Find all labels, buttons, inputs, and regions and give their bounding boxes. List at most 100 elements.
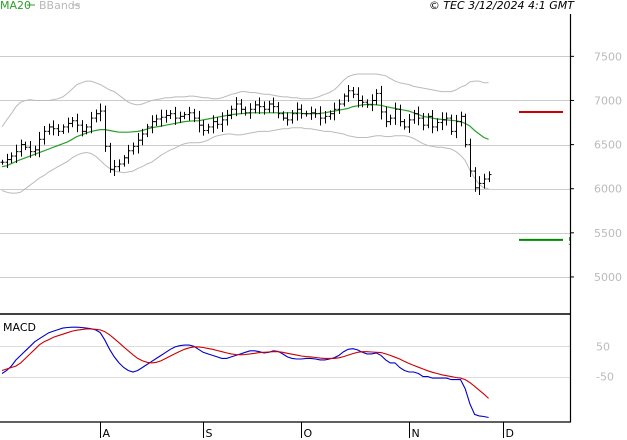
ohlc-bar-99 [463,113,468,148]
legend-ma20: MA20 [0,0,31,12]
ohlc-bar-85 [398,104,403,127]
ohlc-bar-37 [173,106,178,125]
ohlc-bar-90 [421,113,426,131]
ohlc-bar-3 [14,144,19,164]
ohlc-bar-102 [477,176,482,196]
copyright-watermark: © TEC 3/12/2024 4:1 GMT [429,0,575,12]
macd-axis-ticks: 50 -50 [596,340,614,383]
ohlc-bar-61 [285,112,290,126]
ohlc-bar-21 [98,103,103,122]
ohlc-bar-50 [234,97,239,117]
ohlc-bar-47 [220,112,225,132]
ohlc-bar-11 [51,120,56,136]
macd-panel-title: MACD [3,321,36,334]
ohlc-bar-31 [145,123,150,138]
ohlc-bar-82 [384,106,389,128]
ohlc-bar-24 [112,159,117,176]
ohlc-bar-52 [243,106,248,116]
ohlc-bar-25 [117,159,122,172]
price-tick-label-4: 5500 [594,227,622,240]
macd-signal-line [1,328,489,399]
ohlc-bar-12 [56,124,61,136]
ohlc-bar-91 [426,113,431,129]
ohlc-bar-86 [402,119,407,130]
ohlc-bar-15 [70,116,75,128]
time-tick-label-4: D [506,427,514,440]
ohlc-bar-36 [168,110,173,119]
ohlc-bar-92 [430,110,435,134]
ohlc-bar-23 [108,142,113,173]
ohlc-bar-34 [159,109,164,127]
legend-bbands: BBands [39,0,81,12]
ohlc-bar-59 [276,102,281,119]
ohlc-bar-63 [295,102,300,121]
ohlc-bar-69 [323,110,328,124]
time-tick-label-0: A [103,427,111,440]
ohlc-bar-93 [435,118,440,132]
ohlc-bar-67 [313,108,318,118]
macd-tick-label-0: 50 [596,340,610,353]
ohlc-bar-55 [257,97,262,114]
ohlc-bar-94 [440,112,445,131]
ohlc-bar-33 [154,114,159,126]
ohlc-bar-41 [192,108,197,123]
ohlc-bar-73 [342,93,347,107]
ohlc-bar-95 [444,112,449,126]
ohlc-bar-68 [318,106,323,126]
ohlc-bar-22 [103,105,108,152]
ohlc-bar-6 [28,141,33,158]
ohlc-bar-43 [201,119,206,136]
ohlc-bar-9 [42,125,47,145]
ohlc-bar-53 [248,103,253,119]
time-tick-label-3: N [412,427,420,440]
ohlc-bar-28 [131,142,136,155]
ohlc-bar-104 [487,171,492,183]
ohlc-bar-62 [290,110,295,124]
price-gridlines [0,56,570,278]
ohlc-bar-18 [84,123,89,135]
ohlc-bar-71 [332,102,337,121]
ohlc-bar-32 [150,115,155,134]
ohlc-bar-65 [304,110,309,117]
ohlc-bar-13 [61,124,66,134]
macd-tick-label-1: -50 [596,371,614,384]
macd-line [1,326,489,419]
ohlc-bar-5 [23,141,28,151]
ohlc-bar-10 [47,123,52,135]
ohlc-bar-46 [215,117,220,129]
ohlc-bar-42 [197,110,202,133]
ohlc-bar-38 [178,111,183,123]
price-tick-label-1: 7000 [594,94,622,107]
price-tick-label-3: 6000 [594,183,622,196]
ohlc-bar-0 [0,159,5,165]
ohlc-bar-26 [122,155,127,167]
ohlc-bar-29 [136,133,141,154]
time-tick-label-1: S [206,427,213,440]
ohlc-bar-98 [459,111,464,127]
ohlc-bar-84 [393,102,398,125]
price-axis-ticks: 7500 7000 6500 6000 5500 5000 [570,50,622,284]
ohlc-bar-72 [337,99,342,114]
ohlc-bar-51 [239,99,244,115]
ohlc-bar-77 [360,95,365,108]
ohlc-bar-19 [89,111,94,134]
ohlc-bar-14 [66,117,71,133]
bollinger-upper-band [1,73,489,128]
macd-gridlines [0,346,570,378]
ohlc-bar-64 [299,104,304,119]
ohlc-bar-75 [351,86,356,99]
ohlc-bar-16 [75,113,80,133]
ohlc-bar-17 [80,120,85,137]
ohlc-bar-1 [5,153,10,168]
ohlc-bar-83 [388,114,393,126]
right-axis-panel [570,0,627,440]
ohlc-bar-80 [374,89,379,105]
ohlc-bar-97 [454,114,459,139]
ohlc-bar-49 [229,105,234,120]
ohlc-bar-89 [416,106,421,126]
ohlc-bar-20 [94,109,99,123]
bollinger-lower-band [1,127,489,194]
price-tick-label-5: 5000 [594,271,622,284]
